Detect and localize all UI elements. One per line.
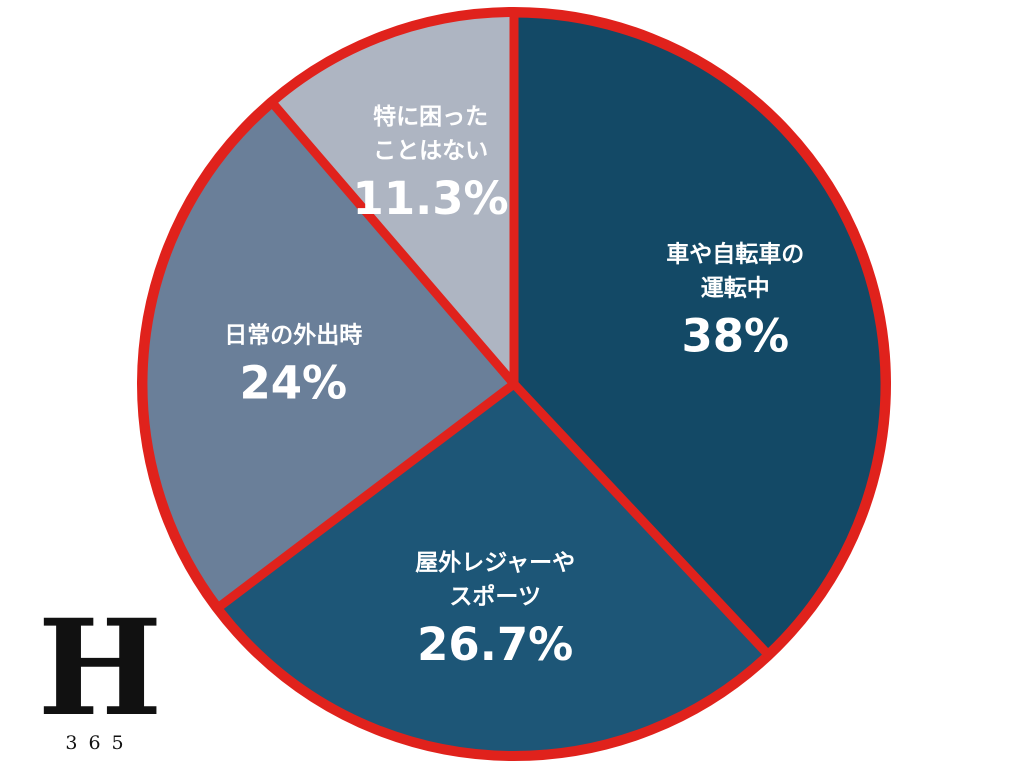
slice-4-value-label: 11.3% <box>353 172 509 225</box>
slice-2-label-line-1: 屋外レジャーや <box>415 549 575 576</box>
slice-2-label-line-2: スポーツ <box>449 583 541 610</box>
slice-1-label-line-2: 運転中 <box>701 275 770 301</box>
slice-4-label-line-2: ことはない <box>373 138 488 164</box>
logo: H 365 <box>28 591 172 758</box>
slice-3-label-group: 日常の外出時 24% <box>224 321 362 409</box>
slice-1-label-line-1: 車や自転車の <box>666 240 804 267</box>
slice-4-label-line-1: 特に困った <box>373 104 488 130</box>
slice-1-value-label: 38% <box>681 309 789 362</box>
slice-1-highlight-border <box>509 8 890 661</box>
slice-3-highlight-border <box>138 96 521 614</box>
slice-3-value-label: 24% <box>239 356 347 409</box>
slice-2-value-label: 26.7% <box>417 618 573 671</box>
logo-letter: H <box>37 591 163 746</box>
logo-number: 365 <box>65 732 135 754</box>
slice-3-label-line-1: 日常の外出時 <box>224 321 362 348</box>
